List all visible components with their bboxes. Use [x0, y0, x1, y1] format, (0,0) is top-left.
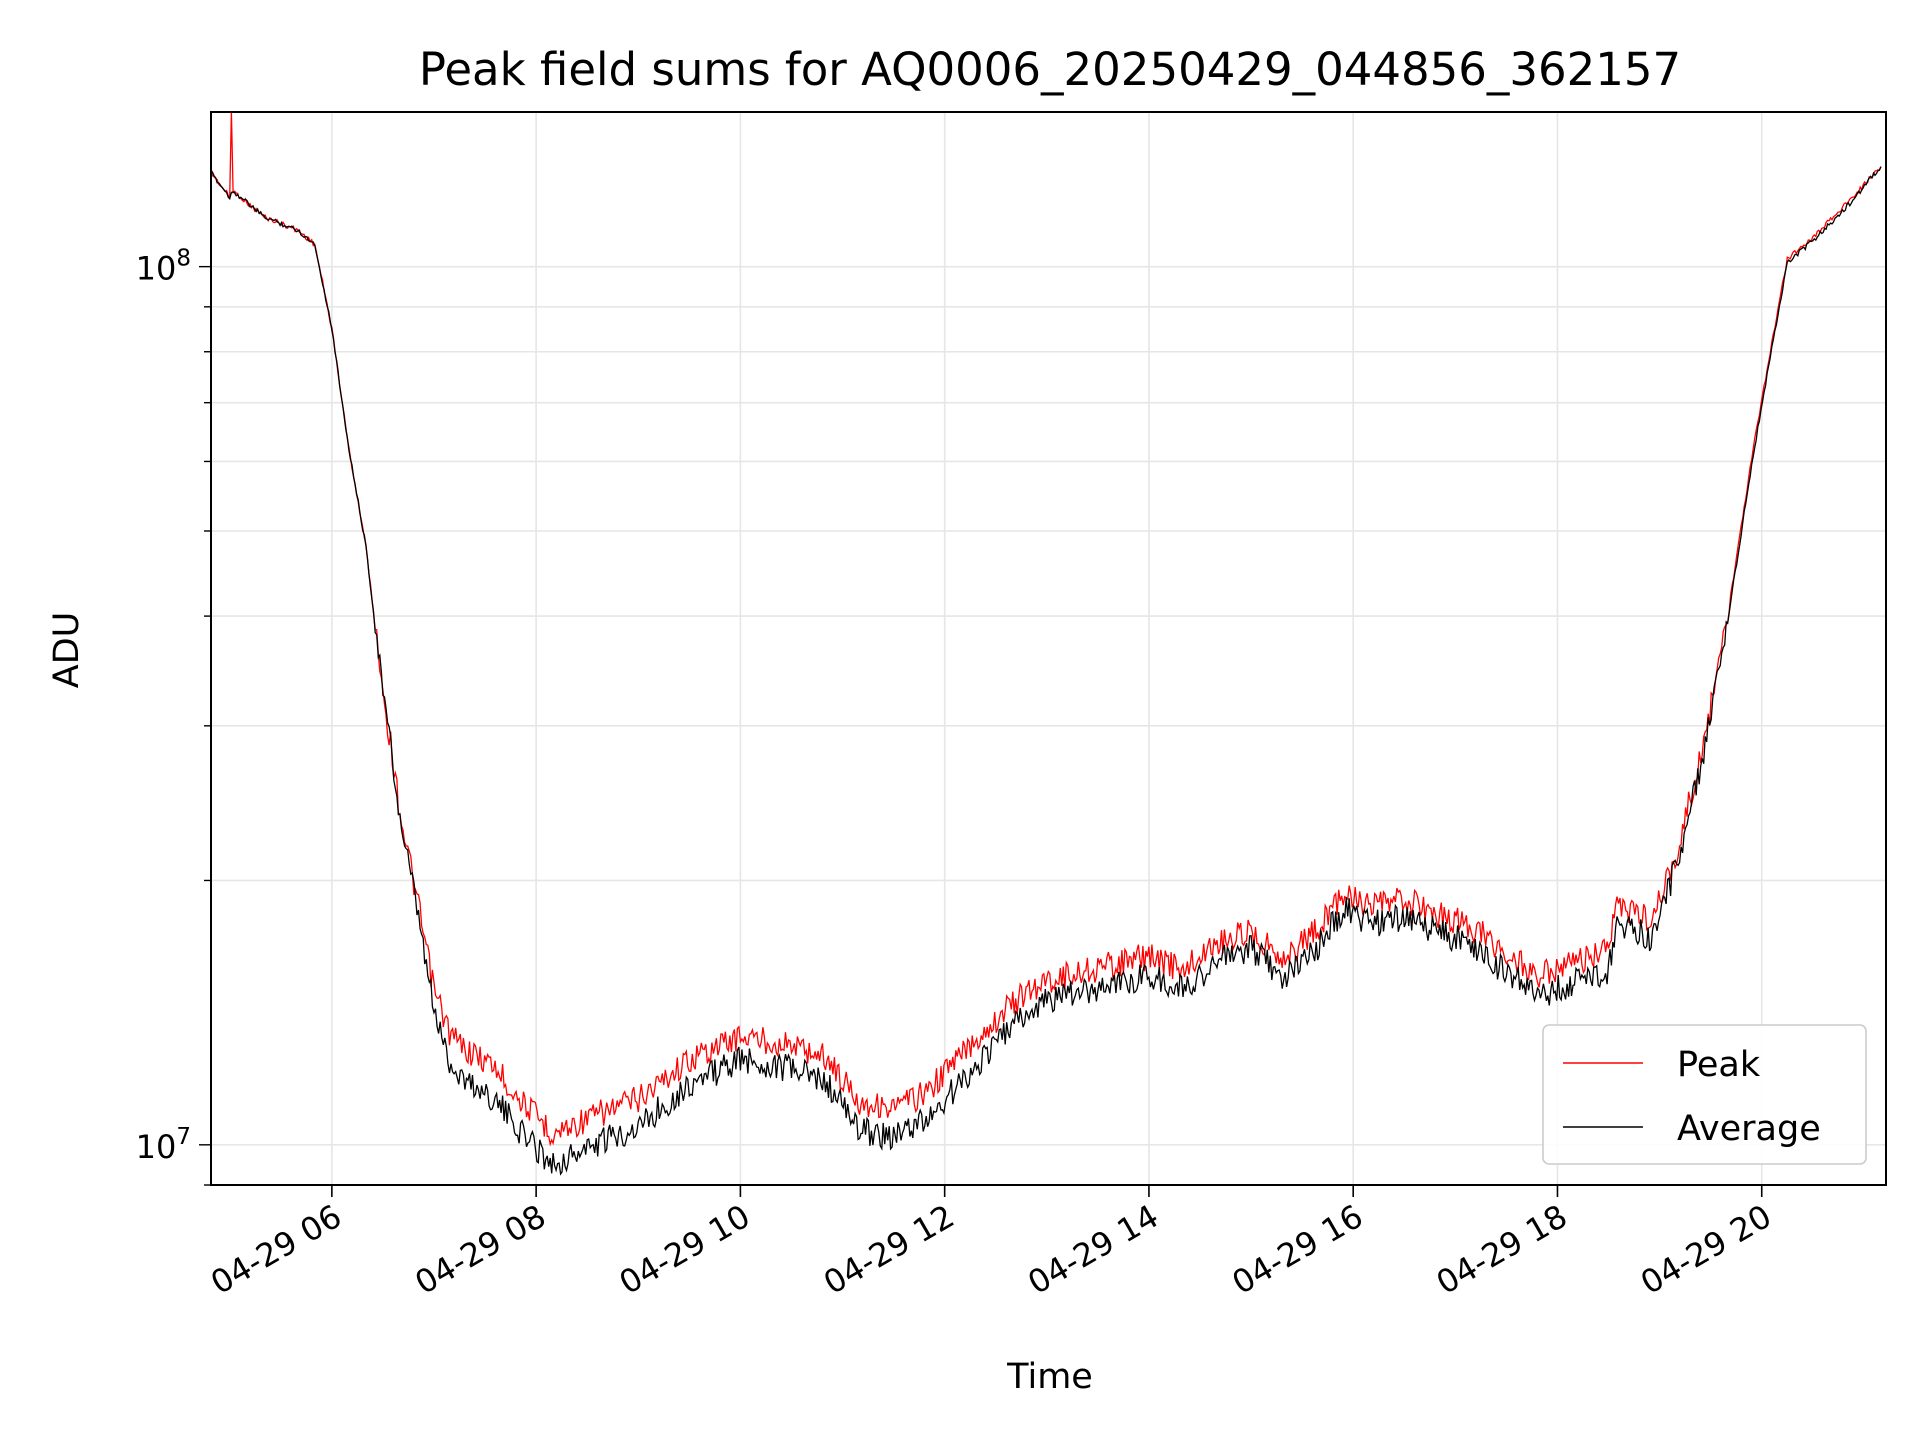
x-axis-label: Time — [1006, 1357, 1093, 1397]
y-axis: 107 108 — [136, 246, 211, 1186]
plot-frame — [210, 111, 1887, 1186]
chart-title: Peak field sums for AQ0006_20250429_0448… — [419, 43, 1681, 96]
legend: Peak Average — [1542, 1024, 1867, 1165]
y-tick-label: 108 — [136, 246, 191, 288]
series-line-peak — [211, 112, 1882, 1147]
series-line-average — [211, 166, 1882, 1176]
legend-label: Peak — [1677, 1045, 1761, 1085]
series-layer — [211, 112, 1882, 1176]
legend-label: Average — [1677, 1109, 1821, 1149]
legend-box — [1542, 1024, 1867, 1165]
y-tick-label: 107 — [136, 1124, 191, 1166]
y-axis-label: ADU — [47, 612, 87, 689]
